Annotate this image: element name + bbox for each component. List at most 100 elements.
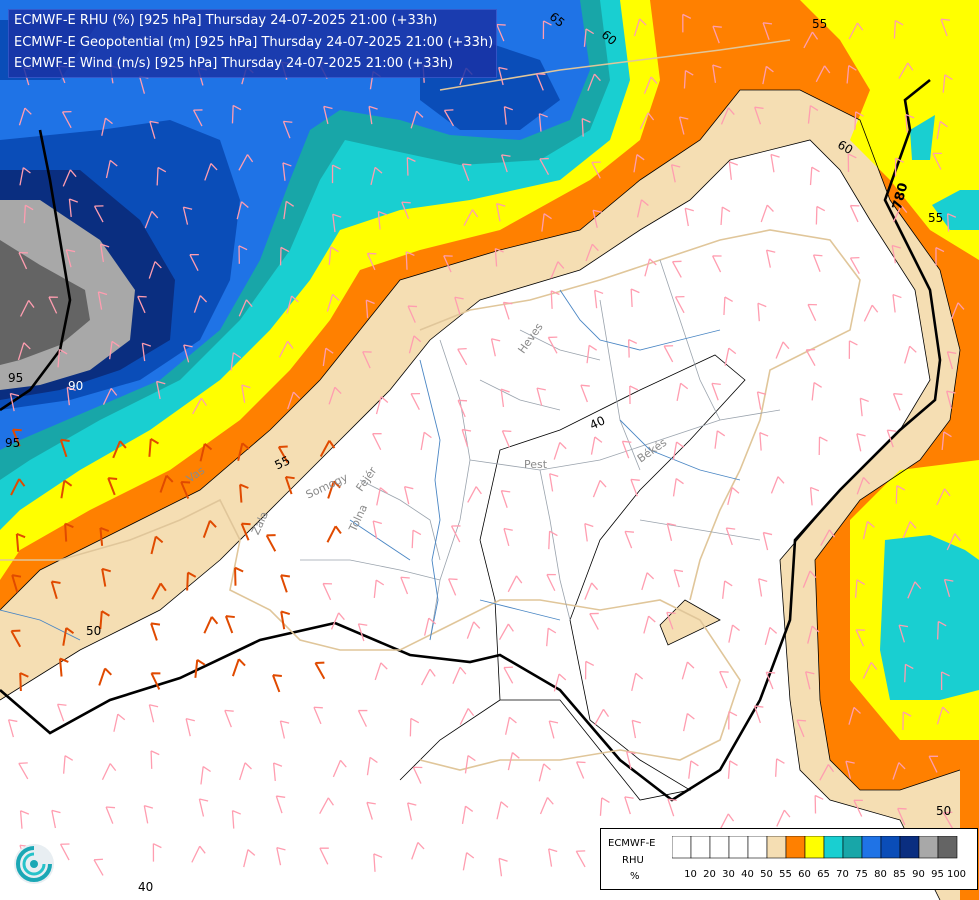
wind-barb bbox=[548, 530, 558, 550]
wind-barb bbox=[99, 610, 110, 630]
wind-barb bbox=[503, 106, 514, 125]
contour-label: 40 bbox=[588, 413, 608, 432]
wind-barb bbox=[725, 527, 736, 546]
wind-barb bbox=[443, 109, 455, 127]
wind-barb bbox=[942, 811, 954, 829]
wind-barb bbox=[236, 201, 249, 220]
wind-barb bbox=[374, 662, 388, 681]
wind-barb bbox=[624, 796, 634, 815]
wind-barb bbox=[936, 488, 951, 506]
wind-barb bbox=[48, 296, 58, 314]
wind-barb bbox=[894, 157, 904, 177]
wind-barb bbox=[7, 719, 18, 738]
wind-barb bbox=[496, 23, 506, 42]
wind-barb bbox=[629, 385, 639, 404]
wind-barb bbox=[585, 243, 599, 262]
wind-barb bbox=[589, 612, 599, 630]
wind-barb bbox=[539, 157, 550, 175]
wind-barb bbox=[20, 300, 35, 317]
wind-barb bbox=[849, 204, 860, 223]
wind-barb bbox=[319, 847, 329, 865]
wind-barb bbox=[279, 246, 290, 266]
legend-tick-label: 85 bbox=[893, 869, 906, 880]
wind-barb bbox=[151, 582, 167, 600]
legend-unit: % bbox=[630, 871, 640, 882]
wind-barb bbox=[711, 382, 721, 401]
wind-barb bbox=[663, 345, 674, 363]
wind-barb bbox=[760, 204, 774, 223]
wind-barb bbox=[682, 712, 695, 732]
wind-barb bbox=[234, 566, 244, 586]
wind-barb bbox=[814, 794, 824, 814]
wind-barb bbox=[856, 433, 866, 452]
wind-barb bbox=[720, 107, 735, 125]
wind-barb bbox=[357, 623, 368, 642]
wind-barb bbox=[51, 809, 61, 829]
wind-barb bbox=[463, 209, 479, 226]
wind-barb bbox=[410, 392, 421, 411]
wind-barb bbox=[322, 347, 334, 367]
wind-barb bbox=[849, 256, 860, 275]
wind-barb bbox=[631, 719, 641, 739]
wind-barb bbox=[372, 433, 382, 451]
legend-swatch bbox=[672, 836, 692, 859]
wind-barb bbox=[275, 795, 286, 814]
wind-barb bbox=[224, 615, 235, 634]
geopotential-label: 780 bbox=[890, 181, 912, 211]
wind-barb bbox=[11, 428, 22, 447]
wind-barb bbox=[61, 110, 72, 129]
legend-swatch bbox=[747, 836, 768, 859]
wind-barb bbox=[461, 805, 474, 825]
wind-barb bbox=[231, 810, 241, 829]
wind-barb bbox=[97, 291, 108, 310]
wind-barb bbox=[575, 761, 586, 779]
legend-swatch bbox=[918, 836, 939, 859]
wind-barb bbox=[504, 716, 517, 735]
title-line-geopotential: ECMWF-E Geopotential (m) [925 hPa] Thurs… bbox=[14, 35, 494, 50]
contour-label: 50 bbox=[86, 624, 101, 638]
wind-barb bbox=[762, 531, 773, 551]
wind-barb bbox=[150, 672, 161, 690]
legend-swatch bbox=[899, 836, 920, 859]
wind-barb bbox=[105, 159, 118, 179]
wind-barb bbox=[812, 254, 823, 272]
wind-barb bbox=[283, 200, 295, 220]
wind-barb bbox=[936, 120, 948, 140]
wind-barb bbox=[93, 205, 104, 223]
wind-barb bbox=[143, 805, 154, 824]
wind-barb bbox=[815, 205, 826, 225]
wind-barb bbox=[107, 477, 118, 496]
legend-swatch bbox=[861, 836, 882, 859]
wind-barb bbox=[203, 616, 219, 634]
wind-barb bbox=[240, 522, 251, 541]
wind-barb bbox=[62, 169, 77, 187]
wind-barb bbox=[452, 666, 467, 684]
wind-barb bbox=[284, 475, 295, 495]
wind-barb bbox=[676, 382, 689, 402]
legend-swatch bbox=[880, 836, 901, 859]
wind-barb bbox=[895, 485, 906, 504]
wind-barb bbox=[946, 351, 957, 370]
title-line-wind: ECMWF-E Wind (m/s) [925 hPa] Thursday 24… bbox=[14, 56, 454, 71]
wind-barb bbox=[719, 670, 729, 689]
wind-barb bbox=[464, 755, 476, 774]
wind-barb bbox=[628, 338, 638, 358]
wind-barb bbox=[546, 573, 556, 592]
wind-barb bbox=[400, 576, 410, 595]
wind-barb bbox=[156, 166, 167, 186]
wind-barb bbox=[807, 105, 819, 124]
wind-barb bbox=[862, 661, 878, 679]
wind-barb bbox=[681, 661, 695, 680]
legend-swatch bbox=[728, 836, 749, 859]
geopotential-contours bbox=[0, 78, 942, 802]
wind-barb bbox=[776, 809, 791, 827]
contour-label: 95 bbox=[8, 371, 23, 385]
wind-barb bbox=[198, 798, 209, 817]
wind-barb bbox=[278, 340, 294, 358]
wind-barb bbox=[462, 852, 475, 871]
contour-label: 60 bbox=[835, 137, 855, 157]
wind-barb bbox=[672, 478, 684, 497]
wind-barb bbox=[149, 120, 159, 139]
wind-barb bbox=[728, 624, 740, 643]
wind-barb bbox=[753, 705, 764, 724]
